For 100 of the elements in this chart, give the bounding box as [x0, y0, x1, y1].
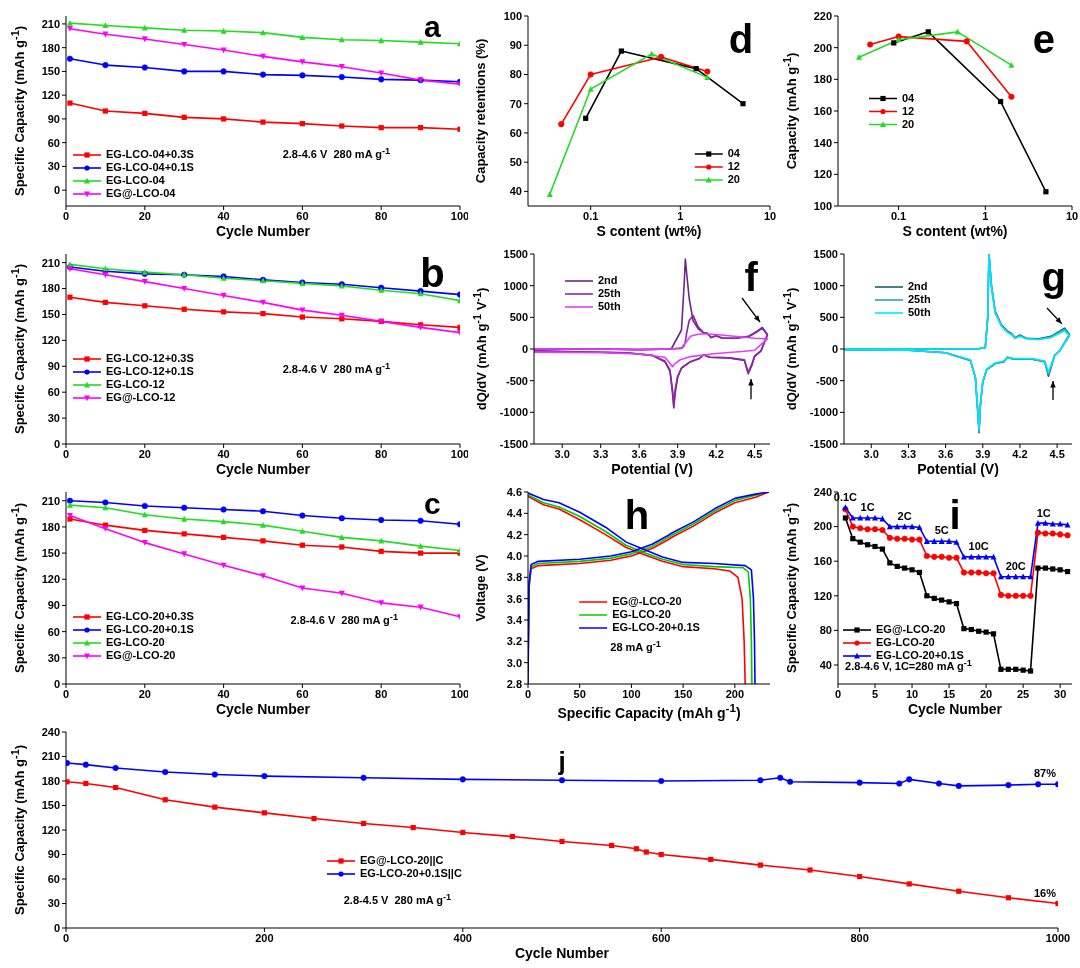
y-tick-label: 3.6: [506, 592, 522, 605]
y-tick-label: 30: [47, 897, 60, 910]
annotation: 0.1C: [833, 490, 858, 503]
x-tick-label: 600: [652, 931, 671, 944]
legend-label: EG-LCO-04+0.3S: [106, 148, 194, 161]
x-tick-label: 100: [450, 447, 470, 460]
y-tick-label: 90: [509, 39, 522, 52]
x-tick-label: 60: [296, 209, 309, 222]
y-tick-label: 60: [47, 386, 60, 399]
y-tick-label: 2.8: [506, 677, 522, 690]
x-tick-label: 0: [62, 447, 70, 460]
y-tick-label: 90: [47, 112, 60, 125]
y-tick-label: 160: [813, 555, 832, 568]
x-tick-label: 3.6: [937, 447, 954, 460]
y-tick-label: 3.8: [506, 571, 522, 584]
chart-title: e: [1032, 16, 1056, 61]
chart-title: g: [1041, 254, 1066, 299]
x-tick-label: 60: [296, 447, 309, 460]
y-tick-label: 50: [509, 156, 522, 169]
x-tick-label: 5: [871, 687, 879, 700]
y-tick-label: 140: [813, 136, 832, 149]
legend-label: 25th: [598, 287, 621, 300]
y-tick-label: 0: [53, 184, 60, 197]
y-tick-label: 40: [819, 658, 832, 671]
x-tick-label: 20: [138, 209, 151, 222]
y-tick-label: 30: [47, 651, 60, 664]
x-tick-label: 4.2: [708, 447, 724, 460]
x-tick-label: 0: [62, 931, 70, 944]
x-tick-label: 15: [942, 687, 956, 700]
y-tick-label: 200: [813, 41, 832, 54]
legend-label: EG-LCO-20: [106, 636, 165, 649]
y-tick-label: 500: [819, 311, 838, 324]
y-tick-label: 240: [813, 485, 832, 498]
y-tick-label: 0: [831, 342, 838, 355]
annotation: 28 mA g$^{-1}$: [610, 638, 661, 653]
chart-title: i: [949, 493, 961, 538]
legend-label: EG@-LCO-20: [876, 623, 946, 636]
y-tick-label: 30: [47, 160, 60, 173]
x-tick-label: 80: [375, 209, 388, 222]
legend-label: 20: [727, 173, 740, 186]
x-axis-title: S content (wt%): [596, 223, 702, 239]
y-tick-label: -500: [815, 374, 838, 387]
legend-label: 50th: [908, 306, 931, 319]
y-tick-label: 90: [47, 848, 60, 861]
x-tick-label: 40: [217, 447, 230, 460]
y-tick-label: 60: [47, 625, 60, 638]
y-tick-label: 3.0: [506, 656, 522, 669]
y-tick-label: 120: [813, 168, 832, 181]
x-tick-label: 3.9: [670, 447, 686, 460]
annotation: 10C: [968, 539, 989, 552]
legend-label: EG@-LCO-04: [106, 187, 176, 200]
y-tick-label: -1000: [809, 406, 838, 419]
y-tick-label: 0: [521, 342, 528, 355]
x-tick-label: 0: [62, 209, 70, 222]
x-tick-label: 20: [138, 447, 151, 460]
y-tick-label: 120: [813, 589, 832, 602]
y-tick-label: 60: [47, 136, 60, 149]
y-tick-label: 210: [41, 750, 60, 763]
y-tick-label: 60: [509, 126, 522, 139]
x-tick-label: 200: [255, 931, 274, 944]
chart-title: c: [424, 486, 441, 520]
legend-label: EG-LCO-04+0.1S: [106, 161, 194, 174]
y-tick-label: 4.2: [506, 528, 522, 541]
legend-label: EG@-LCO-12: [106, 391, 176, 404]
y-tick-label: 3.2: [506, 635, 522, 648]
y-tick-label: 4.4: [506, 507, 523, 520]
y-tick-label: 210: [41, 494, 60, 507]
y-tick-label: 100: [813, 199, 832, 212]
y-tick-label: 40: [509, 185, 522, 198]
legend-label: 12: [902, 104, 915, 118]
y-tick-label: 180: [41, 282, 60, 295]
x-tick-label: 1000: [1045, 931, 1071, 944]
x-tick-label: 3.3: [593, 447, 609, 460]
x-tick-label: 4.2: [1012, 447, 1028, 460]
annotation: 1C: [860, 500, 875, 513]
y-tick-label: 1500: [813, 247, 838, 260]
x-axis-title: Cycle Number: [215, 701, 311, 717]
x-tick-label: 3.0: [554, 447, 570, 460]
x-tick-label: 40: [217, 209, 230, 222]
legend-label: EG-LCO-20: [876, 636, 935, 649]
x-tick-label: 30: [1054, 687, 1067, 700]
y-tick-label: 200: [813, 520, 832, 533]
legend-label: EG-LCO-20+0.3S: [106, 610, 194, 623]
y-tick-label: 180: [41, 774, 60, 787]
chart-title: a: [424, 10, 441, 44]
y-tick-label: 1500: [503, 247, 528, 260]
chart-title: d: [728, 16, 754, 61]
x-tick-label: 0.1: [583, 209, 599, 222]
legend-label: EG-LCO-20+0.1S: [876, 649, 964, 662]
annotation: 2.8-4.6 V 280 mA g$^{-1}$: [290, 611, 398, 627]
y-tick-label: 240: [41, 725, 60, 738]
x-tick-label: 0.1: [890, 209, 907, 222]
y-tick-label: 0: [53, 677, 60, 690]
y-tick-label: 150: [41, 65, 60, 78]
y-tick-label: 80: [819, 624, 832, 637]
y-tick-label: 210: [41, 17, 60, 30]
x-tick-label: 25: [1017, 687, 1030, 700]
y-tick-label: 180: [813, 73, 832, 86]
legend-label: 04: [727, 147, 740, 160]
legend-label: EG-LCO-20+0.1S: [612, 621, 700, 634]
